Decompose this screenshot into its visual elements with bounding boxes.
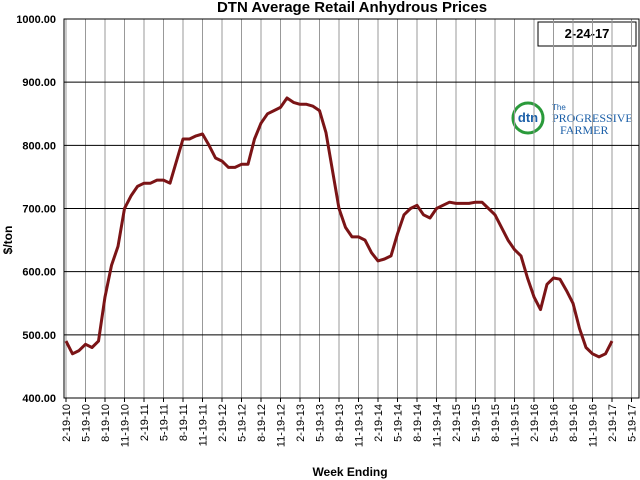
x-tick-label: 2-19-11 [139,404,151,441]
x-tick-label: 5-19-10 [81,404,93,442]
x-tick-label: 2-19-10 [61,404,73,442]
y-tick-label: 1000.00 [16,14,56,26]
x-tick-label: 11-19-10 [120,404,132,447]
x-tick-label: 2-19-16 [529,404,541,442]
x-tick-label: 11-19-13 [354,404,366,447]
logo-ring [511,101,545,135]
x-tick-label: 11-19-16 [588,404,600,447]
y-tick-label: 700.00 [22,204,56,216]
x-tick-label: 5-19-11 [159,404,171,441]
x-tick-label: 5-19-12 [237,404,249,442]
x-axis-label: Week Ending [312,465,387,479]
y-tick-label: 600.00 [22,267,56,279]
y-axis-label: $/ton [1,226,15,255]
logo-dtn: dtn [518,110,538,125]
y-tick-label: 800.00 [22,140,56,152]
x-tick-label: 11-19-14 [432,404,444,447]
x-tick-label: 11-19-11 [198,404,210,446]
x-tick-label: 8-19-11 [178,404,190,441]
x-tick-label: 2-19-15 [451,404,463,442]
x-tick-label: 5-19-16 [549,404,561,442]
logo-the: The [552,103,566,112]
chart-title: DTN Average Retail Anhydrous Prices [217,0,487,16]
x-tick-label: 2-19-12 [217,404,229,442]
x-tick-label: 2-19-14 [373,404,385,442]
x-tick-label: 8-19-15 [490,404,502,442]
x-tick-label: 8-19-10 [100,404,112,442]
x-tick-label: 5-19-15 [471,404,483,442]
y-tick-label: 900.00 [22,77,56,89]
x-tick-label: 2-19-13 [295,404,307,442]
x-tick-label: 11-19-12 [276,404,288,447]
data-line [64,96,614,359]
annotation-box [537,21,637,47]
y-tick-label: 500.00 [22,330,56,342]
x-tick-label: 8-19-14 [412,404,424,442]
x-tick-label: 5-19-17 [627,404,639,442]
x-tick-label: 2-19-17 [607,404,619,442]
y-tick-label: 400.00 [22,393,56,405]
x-tick-label: 5-19-13 [315,404,327,442]
x-tick-label: 5-19-14 [393,404,405,442]
x-tick-label: 8-19-13 [334,404,346,442]
x-tick-label: 8-19-16 [568,404,580,442]
annotation: 2-24-17 [565,26,610,41]
logo-farmer: FARMER [560,123,608,137]
x-tick-label: 8-19-12 [256,404,268,442]
x-tick-label: 11-19-15 [510,404,522,447]
